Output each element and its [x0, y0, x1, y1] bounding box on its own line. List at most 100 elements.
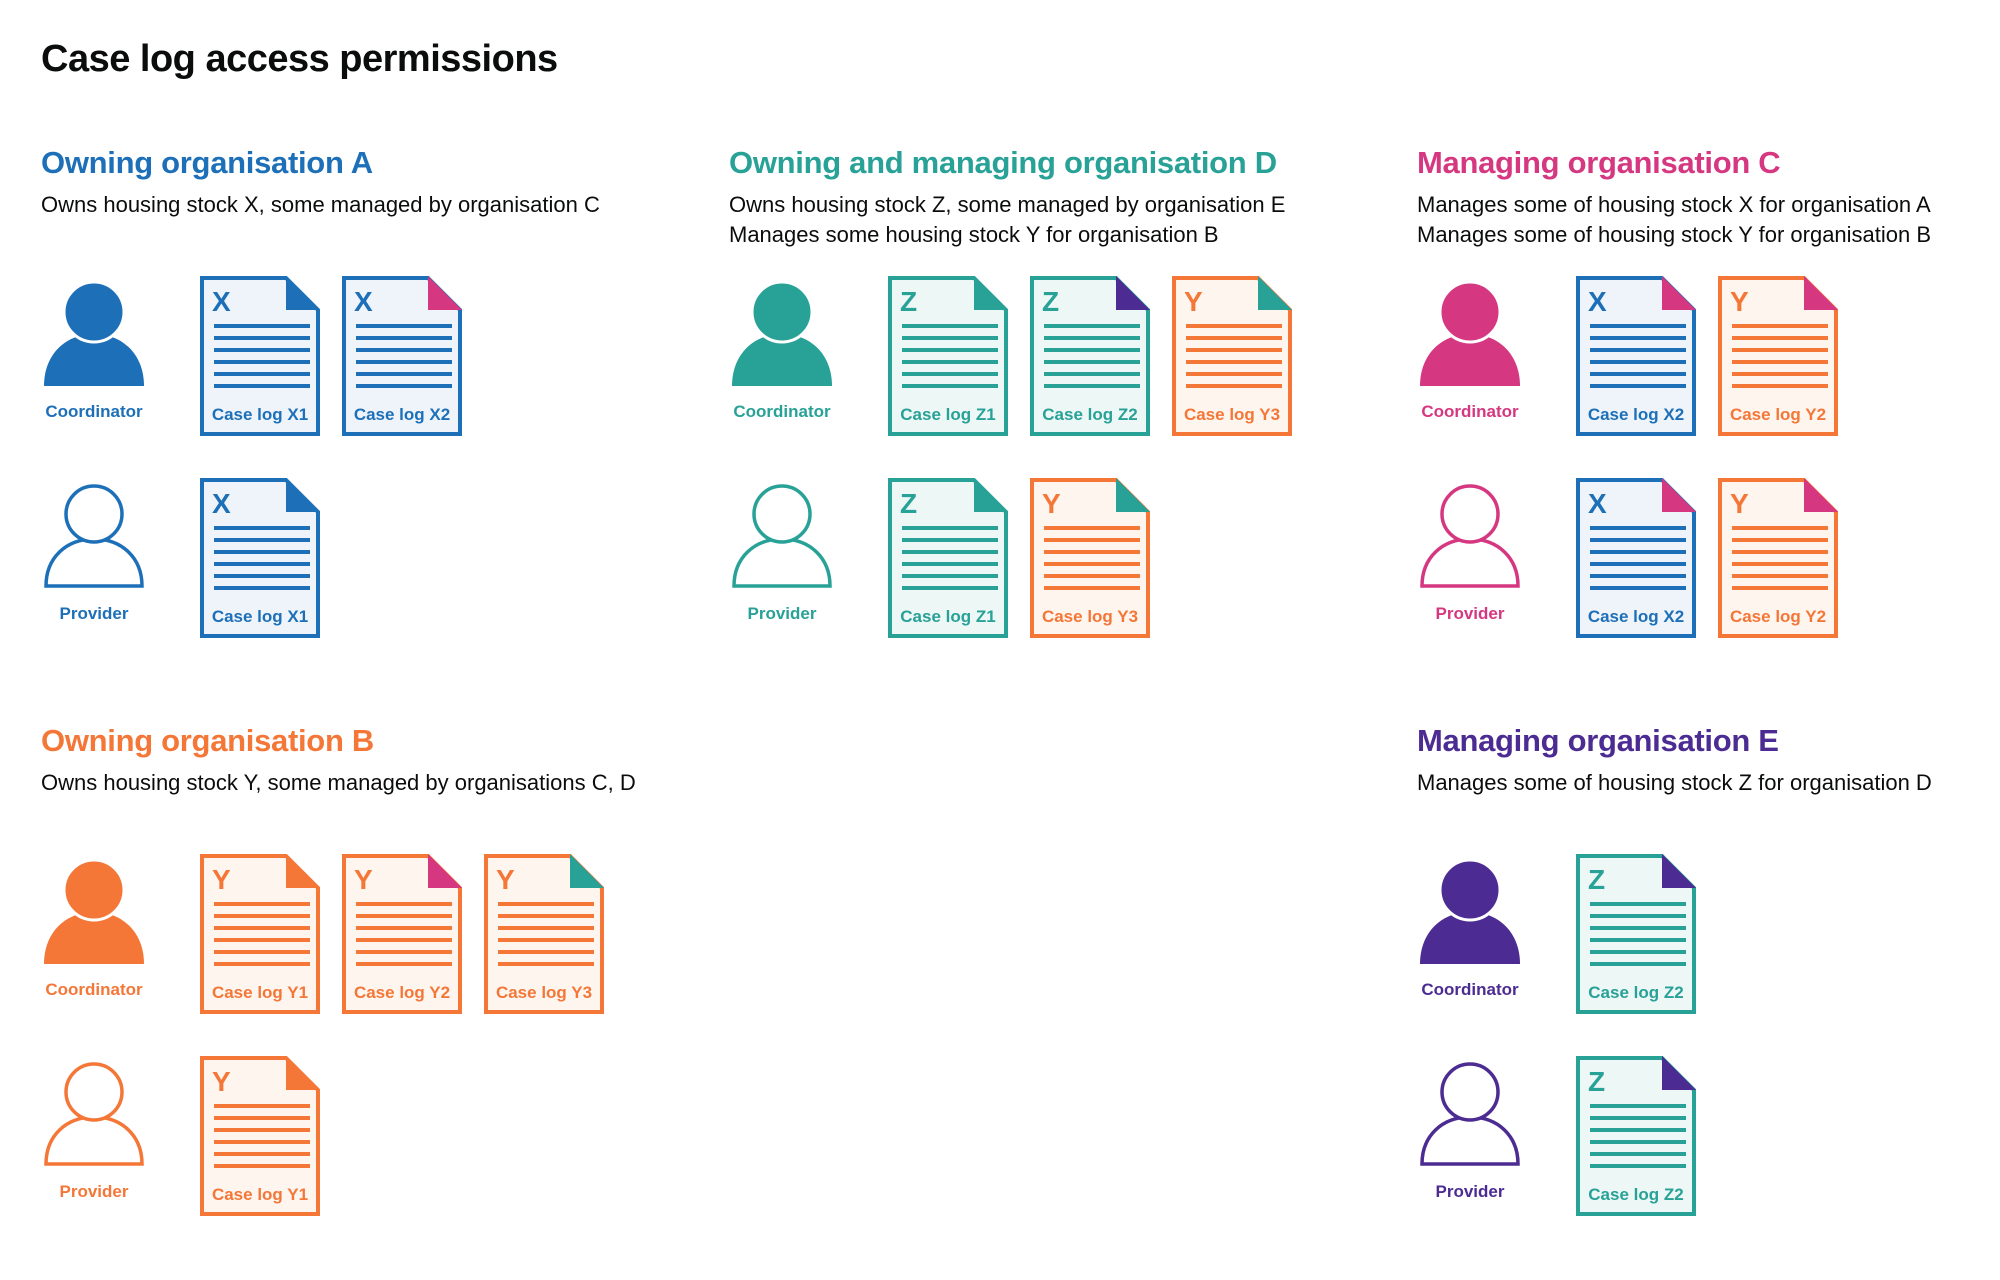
corner-fold: [570, 854, 604, 888]
person-outline-icon: [732, 484, 832, 588]
org-description: Owns housing stock Y, some managed by or…: [41, 768, 701, 854]
person: Coordinator: [41, 276, 200, 422]
stock-letter: Z: [1588, 1066, 1605, 1097]
case-log-label: Case log X2: [354, 405, 450, 424]
stock-letter: Z: [1042, 286, 1059, 317]
corner-fold: [1804, 478, 1838, 512]
org-title: Owning and managing organisation D: [729, 145, 1277, 180]
corner-fold: [1804, 276, 1838, 310]
document-icon: Y Case log Y2: [342, 854, 462, 1014]
case-log-document[interactable]: Z Case log Z2: [1576, 854, 1696, 1014]
document-icon: Y Case log Y3: [1030, 478, 1150, 638]
role-row: Provider Y Case log Y1: [41, 1056, 701, 1258]
org-title: Managing organisation C: [1417, 145, 1781, 180]
document-icon: X Case log X2: [1576, 478, 1696, 638]
role-label: Coordinator: [733, 402, 831, 421]
case-log-document[interactable]: X Case log X1: [200, 276, 320, 436]
case-log-document[interactable]: Z Case log Z1: [888, 276, 1008, 436]
corner-fold: [1116, 276, 1150, 310]
description-line: Owns housing stock X, some managed by or…: [41, 192, 600, 217]
case-log-document[interactable]: Y Case log Y2: [1718, 276, 1838, 436]
corner-fold: [1258, 276, 1292, 310]
org-description: Owns housing stock X, some managed by or…: [41, 190, 701, 276]
case-log-list: Z Case log Z1 Z Case log Z2 Y Case log Y3: [888, 276, 1292, 436]
case-log-list: X Case log X1 X Case log X2: [200, 276, 462, 436]
description-line: Manages some housing stock Y for organis…: [729, 222, 1219, 247]
org-title: Owning organisation A: [41, 145, 373, 180]
person: Provider: [729, 478, 888, 624]
document-icon: Z Case log Z1: [888, 478, 1008, 638]
document-icon: Z Case log Z2: [1576, 1056, 1696, 1216]
role-row: Provider Z Case log Z2: [1417, 1056, 2000, 1258]
role-row: Provider X Case log X1: [41, 478, 701, 680]
role-row: Coordinator Y Case log Y1 Y Case log Y2 Y Case…: [41, 854, 701, 1056]
document-icon: X Case log X2: [1576, 276, 1696, 436]
case-log-document[interactable]: X Case log X2: [342, 276, 462, 436]
stock-letter: X: [1588, 488, 1607, 519]
case-log-document[interactable]: Y Case log Y3: [484, 854, 604, 1014]
case-log-document[interactable]: X Case log X2: [1576, 276, 1696, 436]
document-icon: Y Case log Y1: [200, 1056, 320, 1216]
stock-letter: X: [1588, 286, 1607, 317]
person: Provider: [41, 478, 200, 624]
case-log-list: X Case log X2 Y Case log Y2: [1576, 276, 1838, 436]
case-log-document[interactable]: Y Case log Y3: [1030, 478, 1150, 638]
corner-fold: [286, 478, 320, 512]
case-log-label: Case log Z2: [1588, 1185, 1683, 1204]
case-log-document[interactable]: Z Case log Z2: [1576, 1056, 1696, 1216]
case-log-list: Y Case log Y1: [200, 1056, 320, 1216]
org-description: Manages some of housing stock Z for orga…: [1417, 768, 2000, 854]
case-log-label: Case log X2: [1588, 405, 1684, 424]
document-icon: Y Case log Y2: [1718, 276, 1838, 436]
stock-letter: Y: [1730, 488, 1749, 519]
document-icon: X Case log X1: [200, 276, 320, 436]
case-log-document[interactable]: Z Case log Z1: [888, 478, 1008, 638]
document-icon: Z Case log Z1: [888, 276, 1008, 436]
document-icon: Z Case log Z2: [1030, 276, 1150, 436]
case-log-document[interactable]: Y Case log Y3: [1172, 276, 1292, 436]
person-outline-icon: [44, 484, 144, 588]
corner-fold: [1662, 1056, 1696, 1090]
role-label: Provider: [59, 604, 129, 623]
case-log-label: Case log Y1: [212, 983, 308, 1002]
case-log-document[interactable]: X Case log X1: [200, 478, 320, 638]
case-log-document[interactable]: Y Case log Y1: [200, 854, 320, 1014]
person-outline-icon: [1420, 484, 1520, 588]
stock-letter: Z: [900, 488, 917, 519]
case-log-document[interactable]: Z Case log Z2: [1030, 276, 1150, 436]
case-log-document[interactable]: Y Case log Y2: [342, 854, 462, 1014]
corner-fold: [1116, 478, 1150, 512]
case-log-label: Case log Y3: [496, 983, 592, 1002]
stock-letter: Y: [1042, 488, 1061, 519]
org-description: Owns housing stock Z, some managed by or…: [729, 190, 1389, 276]
case-log-list: X Case log X1: [200, 478, 320, 638]
role-label: Coordinator: [1421, 402, 1519, 421]
corner-fold: [428, 276, 462, 310]
case-log-document[interactable]: Y Case log Y2: [1718, 478, 1838, 638]
description-line: Manages some of housing stock Z for orga…: [1417, 770, 1932, 795]
case-log-label: Case log Z2: [1588, 983, 1683, 1002]
person-filled-icon: [44, 860, 144, 964]
org-section: Owning organisation B Owns housing stock …: [41, 720, 701, 1258]
case-log-list: Z Case log Z2: [1576, 1056, 1696, 1216]
case-log-document[interactable]: Y Case log Y1: [200, 1056, 320, 1216]
stock-letter: X: [212, 286, 231, 317]
org-description: Manages some of housing stock X for orga…: [1417, 190, 2000, 276]
case-log-list: Z Case log Z2: [1576, 854, 1696, 1014]
corner-fold: [286, 276, 320, 310]
person-filled-icon: [44, 282, 144, 386]
person-outline-icon: [44, 1062, 144, 1166]
person: Coordinator: [1417, 276, 1576, 422]
role-row: Coordinator Z Case log Z1 Z Case log Z2 Y Case…: [729, 276, 1389, 478]
stock-letter: X: [212, 488, 231, 519]
org-section: Managing organisation C Manages some of h…: [1417, 142, 2000, 680]
case-log-label: Case log Y3: [1184, 405, 1280, 424]
role-row: Provider Z Case log Z1 Y Case log Y3: [729, 478, 1389, 680]
stock-letter: Y: [354, 864, 373, 895]
case-log-document[interactable]: X Case log X2: [1576, 478, 1696, 638]
person-filled-icon: [1420, 282, 1520, 386]
person-outline-icon: [1420, 1062, 1520, 1166]
document-icon: X Case log X1: [200, 478, 320, 638]
org-title: Managing organisation E: [1417, 723, 1779, 758]
org-title: Owning organisation B: [41, 723, 374, 758]
